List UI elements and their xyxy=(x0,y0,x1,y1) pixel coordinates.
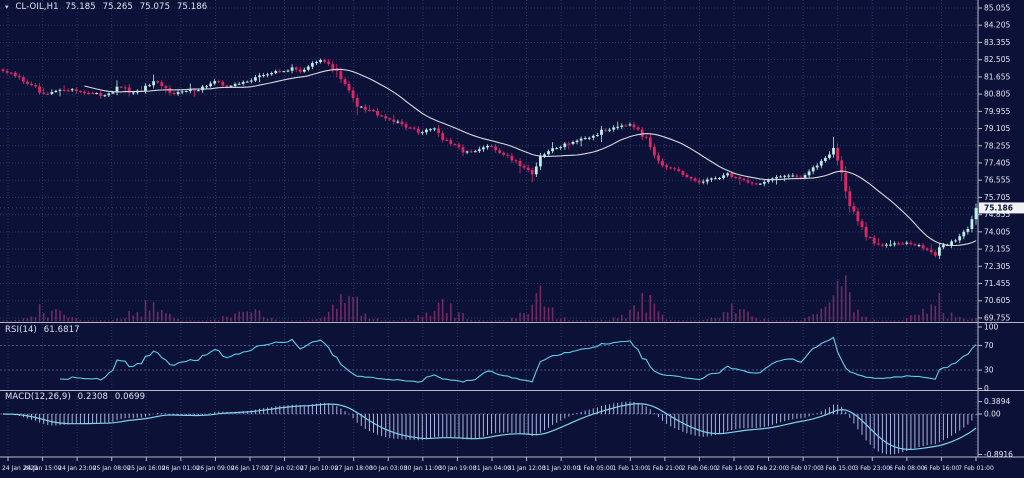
price-axis-label: 79.955 xyxy=(984,107,1010,116)
time-axis-label: 6 Feb 08:00 xyxy=(889,465,925,472)
ohlc-low: 75.075 xyxy=(139,2,171,12)
macd-axis-label: 0.00 xyxy=(984,410,1001,419)
symbol-marker-icon: ▾ xyxy=(5,3,9,11)
price-axis-label: 76.555 xyxy=(984,176,1010,185)
time-axis-label: 27 Jan 02:00 xyxy=(266,465,304,472)
macd-axis[interactable]: 0.3894 0.00 -0.8916 xyxy=(978,397,1013,459)
macd-indicator-label: MACD(12,26,9) 0.2308 0.0699 xyxy=(5,392,149,402)
ohlc-open: 75.185 xyxy=(65,2,96,12)
price-axis-label: 79.105 xyxy=(984,124,1010,133)
ohlc-close: 75.186 xyxy=(176,2,208,12)
rsi-axis-label: 100 xyxy=(984,323,999,332)
price-axis-label: 85.055 xyxy=(984,4,1010,13)
rsi-indicator-label: RSI(14) 61.6817 xyxy=(5,325,84,335)
price-axis-label: 81.655 xyxy=(984,72,1010,81)
rsi-axis[interactable]: 100 70 30 0 xyxy=(978,323,999,394)
time-axis-label: 3 Feb 07:00 xyxy=(785,465,821,472)
time-axis-label: 3 Feb 15:00 xyxy=(820,465,856,472)
time-axis-label: 25 Jan 16:00 xyxy=(127,465,165,472)
macd-histogram xyxy=(6,401,977,455)
macd-signal-line xyxy=(2,403,977,451)
time-axis-label: 1 Feb 21:00 xyxy=(647,465,683,472)
candles-layer xyxy=(1,58,978,259)
price-axis-label: 73.155 xyxy=(984,245,1010,254)
macd-signal-value: 0.0699 xyxy=(114,392,146,402)
rsi-axis-label: 70 xyxy=(984,341,994,350)
price-axis[interactable]: 85.055 84.205 83.355 82.505 81.655 80.805 79.9… xyxy=(977,0,1010,457)
price-axis-label: 83.355 xyxy=(984,38,1010,47)
symbol-title: ▾ CL-OIL,H1 75.185 75.265 75.075 75.186 xyxy=(5,2,211,12)
time-axis-label: 2 Feb 14:00 xyxy=(716,465,752,472)
time-axis-label: 1 Feb 13:00 xyxy=(613,465,649,472)
current-price-value: 75.186 xyxy=(984,203,1013,212)
macd-name: MACD(12,26,9) xyxy=(5,392,71,402)
time-axis-label: 26 Jan 17:00 xyxy=(231,465,269,472)
rsi-levels xyxy=(0,344,978,371)
time-axis-label: 27 Jan 18:00 xyxy=(335,465,373,472)
rsi-name: RSI(14) xyxy=(5,325,37,335)
price-axis-label: 84.205 xyxy=(984,21,1010,30)
time-axis-label: 24 Jan 15:00 xyxy=(24,465,62,472)
time-axis-label: 31 Jan 12:00 xyxy=(508,465,546,472)
time-axis-label: 24 Jan 2023 xyxy=(2,465,38,472)
time-axis-label: 7 Feb 01:00 xyxy=(958,465,994,472)
time-axis-label: 30 Jan 11:00 xyxy=(404,465,442,472)
time-axis-label: 2 Feb 06:00 xyxy=(682,465,718,472)
time-axis-label: 6 Feb 16:00 xyxy=(924,465,960,472)
separators xyxy=(0,322,1024,458)
time-axis-label: 27 Jan 10:00 xyxy=(300,465,338,472)
main-chart-pane[interactable] xyxy=(0,58,978,322)
grid-layer xyxy=(0,0,978,456)
symbol-name: CL-OIL,H1 xyxy=(15,2,59,12)
volume-layer xyxy=(2,275,977,322)
time-axis-label: 31 Jan 20:00 xyxy=(542,465,580,472)
current-price-label: 75.186 xyxy=(979,202,1024,214)
time-axis-label: 26 Jan 01:00 xyxy=(162,465,200,472)
price-axis-label: 71.455 xyxy=(984,279,1010,288)
time-axis-label: 30 Jan 19:00 xyxy=(438,465,476,472)
macd-pane[interactable] xyxy=(0,401,978,455)
price-axis-label: 74.005 xyxy=(984,227,1010,236)
time-axis-label: 24 Jan 23:00 xyxy=(58,465,96,472)
macd-axis-label: 0.3894 xyxy=(984,397,1010,406)
price-axis-label: 70.605 xyxy=(984,296,1010,305)
price-axis-label: 72.305 xyxy=(984,262,1010,271)
time-axis-label: 1 Feb 05:00 xyxy=(578,465,614,472)
time-axis-label: 2 Feb 22:00 xyxy=(751,465,787,472)
macd-axis-label: -0.8916 xyxy=(984,450,1013,459)
rsi-value: 61.6817 xyxy=(43,325,80,335)
price-axis-label: 77.405 xyxy=(984,158,1010,167)
price-axis-label: 74.855 xyxy=(984,210,1010,219)
rsi-axis-label: 0 xyxy=(984,384,989,393)
ohlc-high: 75.265 xyxy=(102,2,133,12)
price-axis-label: 69.755 xyxy=(984,313,1010,322)
time-axis-label: 25 Jan 08:00 xyxy=(93,465,131,472)
ma-line xyxy=(84,68,977,247)
rsi-line xyxy=(59,336,977,383)
time-axis-label: 31 Jan 04:00 xyxy=(473,465,511,472)
time-axis-label: 26 Jan 09:00 xyxy=(196,465,234,472)
rsi-pane[interactable] xyxy=(0,336,978,383)
price-axis-label: 80.805 xyxy=(984,90,1010,99)
time-axis-label: 30 Jan 03:00 xyxy=(369,465,407,472)
macd-value: 0.2308 xyxy=(77,392,109,402)
price-axis-label: 78.255 xyxy=(984,141,1010,150)
price-axis-label: 82.505 xyxy=(984,55,1010,64)
rsi-axis-label: 30 xyxy=(984,366,994,375)
time-axis-label: 3 Feb 23:00 xyxy=(855,465,891,472)
price-axis-label: 75.705 xyxy=(984,193,1010,202)
